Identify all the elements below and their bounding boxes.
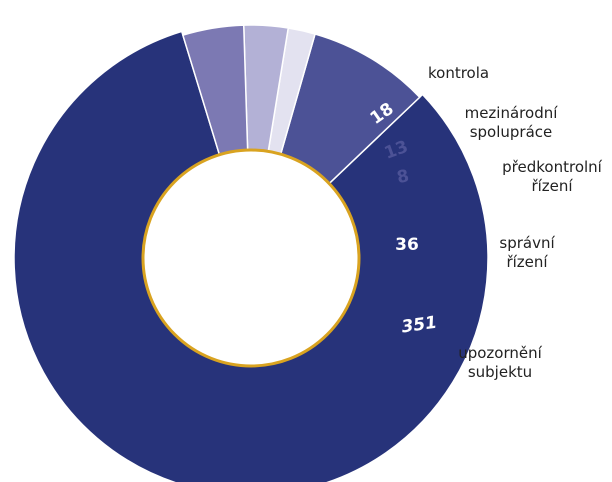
slice-3-value: 8 xyxy=(395,166,411,188)
chart-category-labels: upozornění subjektu správní řízení předkontr… xyxy=(428,64,603,381)
slice-1-value: 351 xyxy=(400,313,438,338)
slice-2-label: správní řízení xyxy=(499,234,555,271)
slice-5-label: kontrola xyxy=(428,64,489,82)
slice-2-value: 36 xyxy=(395,235,419,255)
donut-hole xyxy=(141,148,361,368)
slice-3-label: předkontrolní řízení xyxy=(502,158,603,195)
slice-1 xyxy=(13,30,489,482)
slice-4-label: mezinárodní spolupráce xyxy=(465,104,559,141)
slice-1-label: upozornění subjektu xyxy=(458,344,542,381)
